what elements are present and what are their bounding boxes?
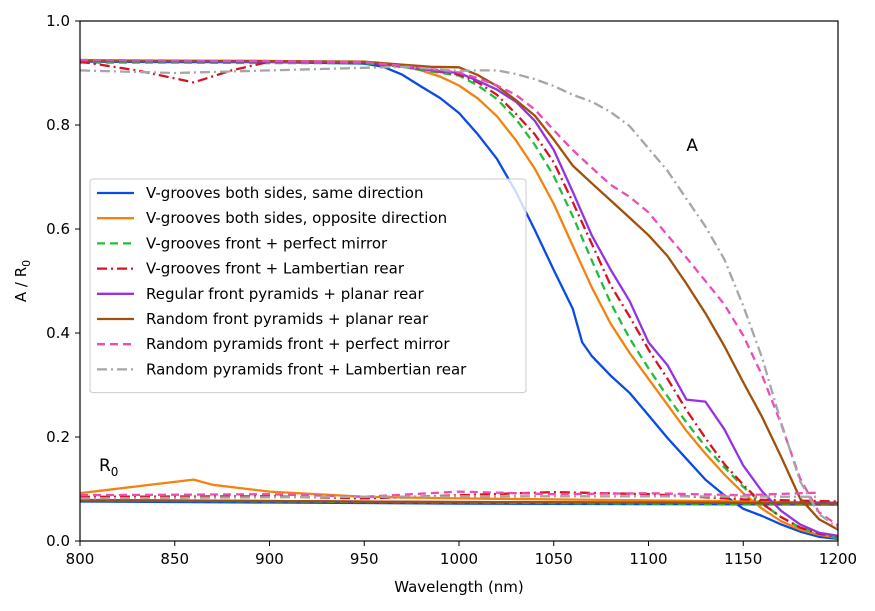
legend-entry-label: V-grooves both sides, same direction (146, 184, 424, 202)
x-tick-label: 950 (350, 550, 379, 568)
y-tick-label: 0.6 (46, 220, 70, 238)
y-tick-label: 0.4 (46, 324, 70, 342)
x-tick-label: 1000 (440, 550, 478, 568)
y-axis-label-main: A / R (12, 267, 30, 302)
annotation-subscript: 0 (111, 465, 119, 479)
series-line-absorption (79, 60, 839, 538)
series-line-absorption (79, 58, 839, 527)
legend-entry-label: V-grooves both sides, opposite direction (146, 209, 447, 227)
y-tick-label: 0.0 (46, 532, 70, 550)
x-tick-label: 800 (66, 550, 95, 568)
annotation-label: R0 (99, 456, 118, 479)
legend-entry-label: Regular front pyramids + planar rear (146, 285, 425, 303)
y-tick-label: 0.2 (46, 428, 70, 446)
series-line-reflection (79, 495, 820, 500)
x-tick-label: 1150 (724, 550, 762, 568)
x-tick-label: 900 (255, 550, 284, 568)
legend-entry-label: Random front pyramids + planar rear (146, 310, 429, 328)
series-line-absorption (79, 59, 839, 531)
annotation-text: A (686, 136, 698, 156)
legend: V-grooves both sides, same direction V-gr… (89, 178, 527, 394)
y-tick-label: 1.0 (46, 12, 70, 30)
x-axis-label: Wavelength (nm) (394, 578, 524, 596)
x-tick-label: 1100 (629, 550, 667, 568)
annotation-label: A (686, 136, 698, 156)
x-tick-label: 850 (160, 550, 189, 568)
series-line-absorption (79, 60, 839, 541)
axis-ticks: 800 850 900 950 1000 1050 1100 1150 1200 0.0 0.2 0.… (46, 12, 857, 568)
y-axis-label-subscript: 0 (20, 260, 33, 267)
series-line-reflection (79, 499, 839, 505)
x-tick-label: 1200 (819, 550, 857, 568)
y-axis-label: A / R0 (12, 260, 33, 302)
x-tick-label: 1050 (535, 550, 573, 568)
legend-entry-label: Random pyramids front + Lambertian rear (146, 360, 467, 378)
series-line-absorption (79, 59, 839, 537)
series-layer (79, 58, 839, 541)
annotation-text: R (99, 456, 111, 476)
legend-frame (89, 178, 527, 394)
legend-entry-label: V-grooves front + perfect mirror (146, 234, 388, 252)
y-tick-label: 0.8 (46, 116, 70, 134)
legend-entry-label: V-grooves front + Lambertian rear (146, 260, 405, 278)
annotations: A R0 (99, 136, 698, 479)
legend-entry-label: Random pyramids front + perfect mirror (146, 335, 450, 353)
series-line-reflection (79, 478, 839, 504)
